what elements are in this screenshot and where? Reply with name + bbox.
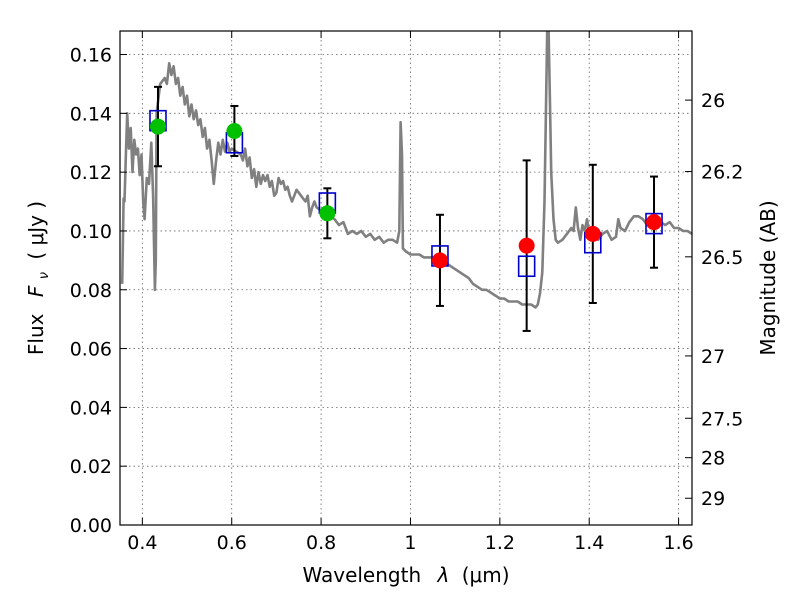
y-tick-label: 0.02 xyxy=(70,456,112,478)
observed-point-green xyxy=(149,118,166,135)
y-axis-label-text: Flux xyxy=(24,313,48,355)
y-axis-label-symbol: F xyxy=(24,285,48,297)
plot-frame xyxy=(119,30,693,526)
observed-point-red xyxy=(584,225,601,242)
y2-tick-label: 26 xyxy=(701,90,725,112)
y-axis-label: Flux F ν ( μJy ) xyxy=(24,201,53,355)
x-tick-label: 1.6 xyxy=(663,532,693,554)
x-tick-label: 1 xyxy=(404,532,416,554)
x-axis-label: Wavelength λ (μm) xyxy=(302,563,509,587)
y-tick-label: 0.12 xyxy=(70,162,112,184)
y-tick-label: 0.04 xyxy=(70,397,112,419)
observed-point-green xyxy=(319,205,336,222)
observed-point-red xyxy=(431,252,448,269)
y-tick-label: 0.14 xyxy=(70,103,112,125)
y2-tick-label: 29 xyxy=(701,488,725,510)
model-spectrum xyxy=(120,31,692,309)
y2-tick-label: 27 xyxy=(701,346,725,368)
y-tick-label: 0.10 xyxy=(70,221,112,243)
x-tick-label: 0.4 xyxy=(127,532,157,554)
y2-axis-label: Magnitude (AB) xyxy=(756,200,780,355)
x-axis-label-symbol: λ xyxy=(437,563,450,587)
observed-photometry-points xyxy=(149,118,663,269)
y-tick-label: 0.06 xyxy=(70,339,112,361)
model-spectrum-line xyxy=(120,31,692,309)
y2-tick-label: 26.2 xyxy=(701,162,743,184)
y-tick-label: 0.00 xyxy=(70,515,112,537)
x-tick-label: 1.4 xyxy=(574,532,604,554)
observed-point-red xyxy=(646,214,663,231)
observed-point-green xyxy=(226,122,243,139)
observed-point-red xyxy=(518,237,535,254)
model-photometry-square xyxy=(645,212,663,235)
y-tick-label: 0.16 xyxy=(70,45,112,67)
y2-tick-label: 26.5 xyxy=(701,247,743,269)
x-tick-label: 0.6 xyxy=(217,532,247,554)
y2-tick-label: 28 xyxy=(701,448,725,470)
y-axis-label-subscript: ν xyxy=(37,272,52,279)
x-tick-label: 1.2 xyxy=(485,532,515,554)
axis-ticks: 0.4 0.6 0.8 1 1.2 1.4 1.6 0.00 0.02 0.04 0.06 0.08 0… xyxy=(70,31,743,554)
x-axis-label-text: Wavelength xyxy=(302,563,421,587)
y-tick-label: 0.08 xyxy=(70,280,112,302)
y-axis-label-unit: ( μJy ) xyxy=(24,201,48,260)
x-axis-label-unit: (μm) xyxy=(462,563,510,587)
y2-tick-label: 27.5 xyxy=(701,408,743,430)
model-photometry-square xyxy=(517,255,536,278)
x-tick-label: 0.8 xyxy=(306,532,336,554)
